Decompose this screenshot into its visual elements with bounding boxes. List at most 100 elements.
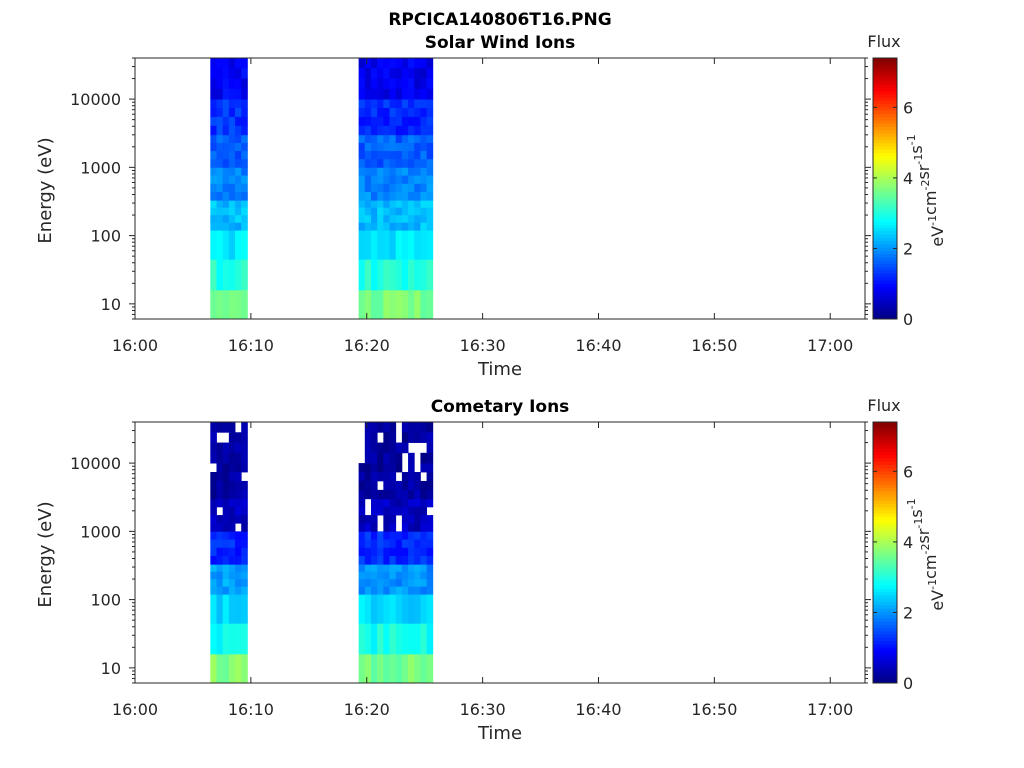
heatmap-cell [414,134,421,144]
heatmap-cell [210,58,217,69]
heatmap-cell [235,222,242,231]
heatmap-cell [389,125,397,136]
heatmap-cell [401,472,409,482]
heatmap-cell [222,151,230,160]
heatmap-cell [426,167,434,176]
heatmap-cell [426,142,434,152]
colorbar-segment [873,487,897,492]
colorbar-segment [873,113,897,118]
colorbar-segment [873,545,897,550]
heatmap-cell [408,125,415,136]
heatmap-cell [414,432,421,443]
heatmap-cell [420,200,428,209]
heatmap-cell [210,498,217,508]
heatmap-cell [358,623,366,655]
heatmap-cell [370,594,378,624]
heatmap-cell [383,539,390,549]
heatmap-cell [228,489,236,500]
heatmap-cell [426,125,434,136]
colorbar-segment [873,581,897,586]
heatmap-cell [426,531,434,540]
heatmap-cell [377,142,384,152]
heatmap-cell [364,539,372,549]
heatmap-cell [358,579,366,588]
heatmap-cell [235,547,242,557]
colorbar-segment [873,305,897,310]
heatmap-cell [383,68,390,79]
heatmap-cell [210,151,217,160]
x-tick-label: 16:30 [460,700,506,719]
colorbar-segment [873,309,897,313]
heatmap-cell [241,125,248,136]
heatmap-cell [420,653,428,684]
heatmap-cell [228,498,236,508]
heatmap-cell [210,207,217,216]
heatmap-cell [414,506,421,516]
heatmap-cell [358,192,366,201]
heatmap-cell [210,472,217,482]
y-axis-label: Energy (eV) [35,501,56,607]
heatmap-cell [210,506,217,516]
heatmap-cell [420,547,428,557]
heatmap-cell [370,134,378,144]
colorbar-segment [873,149,897,154]
heatmap-cell [241,539,248,549]
heatmap-cell [228,259,236,291]
heatmap-cell [389,289,397,320]
heatmap-cell [414,175,421,185]
heatmap-cell [408,151,415,160]
colorbar-segment [873,519,897,524]
colorbar-segment [873,464,897,469]
y-tick-label: 100 [90,591,121,610]
heatmap-cell [383,653,390,684]
heatmap-cell [216,88,224,100]
heatmap-cell [235,539,242,549]
heatmap-cell [426,159,434,168]
heatmap-cell [222,207,230,216]
heatmap-cell [358,531,366,540]
heatmap-cell [426,192,434,201]
heatmap-cell [408,463,415,473]
heatmap-cell [377,215,384,224]
heatmap-cell [210,116,217,127]
heatmap-cell [408,222,415,231]
heatmap-cell [426,422,434,433]
heatmap-cell [222,571,230,580]
heatmap-cell [408,480,415,491]
heatmap-cell [241,183,248,193]
heatmap-cell [228,192,236,201]
heatmap-cell [228,289,236,320]
colorbar-segment [873,211,897,216]
heatmap-cell [389,506,397,516]
heatmap-cell [210,594,217,624]
heatmap-cell [414,259,421,291]
heatmap-cell [222,78,230,90]
heatmap-cell [241,134,248,144]
heatmap-cell [222,175,230,185]
colorbar-segment [873,477,897,482]
heatmap-cell [426,571,434,580]
heatmap-cell [228,151,236,160]
heatmap-cell [408,68,415,79]
heatmap-cell [222,183,230,193]
colorbar-segment [873,666,897,671]
heatmap-cell [370,88,378,100]
heatmap-cell [389,200,397,209]
heatmap-cell [370,289,378,320]
heatmap-cell [216,167,224,176]
heatmap-cell [414,653,421,684]
heatmap-cell [358,571,366,580]
heatmap-cell [389,167,397,176]
heatmap-cell [414,515,421,524]
heatmap-cell [228,539,236,549]
y-tick-label: 10 [101,295,121,314]
heatmap-cell [370,506,378,516]
heatmap-cell [401,586,409,595]
heatmap-cell [241,200,248,209]
heatmap-cell [420,571,428,580]
heatmap-cell [408,452,415,464]
heatmap-cell [408,472,415,482]
heatmap-cell [370,515,378,524]
heatmap-cell [383,515,390,524]
heatmap-cell [228,78,236,90]
